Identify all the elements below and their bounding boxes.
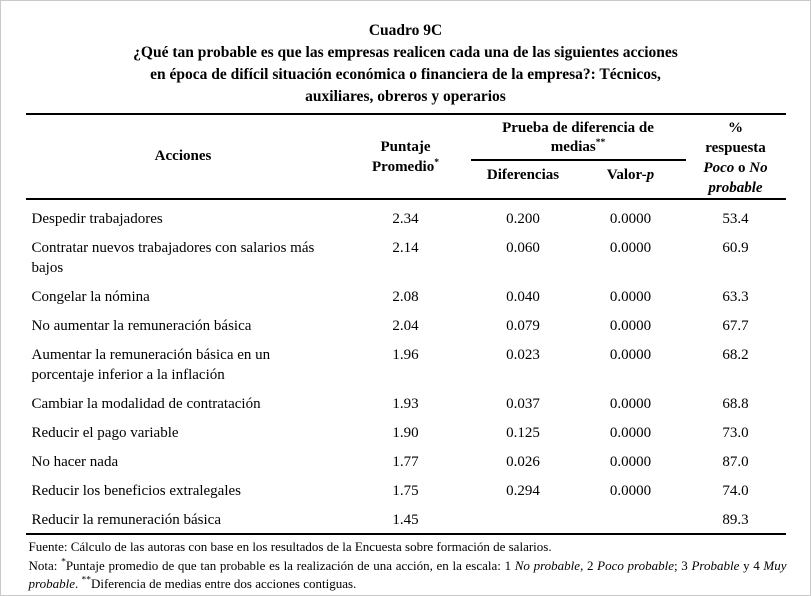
cell-pct-respuesta: 74.0: [722, 483, 749, 499]
cell-valor-p: 0.0000: [609, 211, 652, 227]
cell-pct-respuesta: 53.4: [722, 211, 749, 227]
cell-puntaje-promedio: 2.14: [392, 240, 419, 256]
cell-puntaje-promedio: 1.90: [392, 425, 419, 441]
table-row: Reducir la remuneración básica 1.45 89.3: [26, 501, 786, 530]
header-puntaje-promedio: Puntaje Promedio*: [341, 115, 471, 198]
header-pct-line2: respuesta: [705, 140, 766, 156]
cell-action: Cambiar la modalidad de contratación: [31, 396, 261, 412]
data-table: Acciones Puntaje Promedio* Prueba de dif…: [25, 113, 786, 535]
header-group-title: Prueba de diferencia de medias**: [470, 115, 686, 161]
table-row: Cambiar la modalidad de contratación 1.93…: [26, 385, 786, 414]
header-diferencias: Diferencias: [486, 167, 560, 183]
cell-valor-p: 0.0000: [609, 318, 652, 334]
cell-diferencia: 0.026: [506, 454, 540, 470]
cell-pct-respuesta: 89.3: [722, 512, 749, 528]
cell-diferencia: 0.125: [506, 425, 540, 441]
header-group-line1: Prueba de diferencia de: [502, 120, 654, 136]
header-pct-line4: probable: [708, 180, 763, 196]
cell-action: Reducir la remuneración básica: [31, 512, 222, 528]
cell-valor-p: 0.0000: [609, 240, 652, 256]
table-row: Reducir el pago variable 1.90 0.125 0.0000 7…: [26, 414, 786, 443]
cell-puntaje-promedio: 2.08: [392, 289, 419, 305]
cell-pct-respuesta: 67.7: [722, 318, 749, 334]
cell-valor-p: 0.0000: [609, 425, 652, 441]
table-header-row: Acciones Puntaje Promedio* Prueba de dif…: [25, 113, 786, 200]
table-row: Aumentar la remuneración básica en un po…: [26, 336, 786, 385]
cell-puntaje-promedio: 1.77: [392, 454, 419, 470]
table-title-line-1: ¿Qué tan probable es que las empresas re…: [133, 44, 678, 61]
table-row: Contratar nuevos trabajadores con salari…: [26, 229, 786, 278]
cell-action: No aumentar la remuneración básica: [31, 318, 252, 334]
table-number: Cuadro 9C: [368, 22, 443, 39]
cell-diferencia: 0.023: [506, 347, 540, 363]
table-title-line-3: auxiliares, obreros y operarios: [305, 88, 506, 105]
cell-action: Aumentar la remuneración básica en un po…: [31, 347, 271, 383]
table-row: No aumentar la remuneración básica 2.04 0.…: [26, 307, 786, 336]
cell-pct-respuesta: 63.3: [722, 289, 749, 305]
table-body: Despedir trabajadores 2.34 0.200 0.0000 53.4…: [25, 200, 786, 535]
source-note: Fuente: Cálculo de las autoras con base …: [28, 539, 552, 554]
table-row: No hacer nada 1.77 0.026 0.0000 87.0: [26, 443, 786, 472]
cell-diferencia: 0.060: [506, 240, 540, 256]
cell-puntaje-promedio: 1.96: [392, 347, 419, 363]
cell-diferencia: 0.200: [506, 211, 540, 227]
cell-action: Despedir trabajadores: [31, 211, 163, 227]
cell-action: Reducir el pago variable: [31, 425, 179, 441]
cell-valor-p: 0.0000: [609, 347, 652, 363]
cell-action: Contratar nuevos trabajadores con salari…: [31, 240, 315, 276]
header-puntaje-line1: Puntaje: [380, 138, 431, 155]
cell-puntaje-promedio: 1.93: [392, 396, 419, 412]
cell-puntaje-promedio: 1.75: [392, 483, 419, 499]
cell-action: Congelar la nómina: [31, 289, 150, 305]
table-row: Despedir trabajadores 2.34 0.200 0.0000 53.4: [26, 200, 786, 229]
header-pct-line1: %: [728, 120, 743, 136]
header-puntaje-line2: Promedio: [372, 158, 435, 175]
header-group-subcolumns: Diferencias Valor-p: [471, 161, 686, 184]
cell-pct-respuesta: 60.9: [722, 240, 749, 256]
cell-valor-p: 0.0000: [609, 483, 652, 499]
header-group-prueba: Prueba de diferencia de medias** Diferen…: [470, 115, 686, 198]
cell-diferencia: 0.079: [506, 318, 540, 334]
footnotes: Fuente: Cálculo de las autoras con base …: [25, 538, 787, 594]
cell-pct-respuesta: 68.2: [722, 347, 749, 363]
header-group-line2: medias: [550, 139, 596, 155]
title-block: Cuadro 9C ¿Qué tan probable es que las e…: [1, 1, 810, 108]
cell-action: Reducir los beneficios extralegales: [31, 483, 242, 499]
cell-diferencia: 0.037: [506, 396, 540, 412]
cell-valor-p: 0.0000: [609, 396, 652, 412]
cell-pct-respuesta: 68.8: [722, 396, 749, 412]
cell-valor-p: 0.0000: [609, 454, 652, 470]
cell-puntaje-promedio: 2.04: [392, 318, 419, 334]
cell-puntaje-promedio: 2.34: [392, 211, 419, 227]
cell-pct-respuesta: 87.0: [722, 454, 749, 470]
footnote-marker-single: *: [434, 157, 439, 168]
header-acciones: Acciones: [154, 148, 212, 164]
table-row: Reducir los beneficios extralegales 1.75 0…: [26, 472, 786, 501]
cell-diferencia: 0.294: [506, 483, 540, 499]
explanatory-note: Nota: *Puntaje promedio de que tan proba…: [28, 557, 787, 591]
cell-diferencia: 0.040: [506, 289, 540, 305]
table-title-line-2: en época de difícil situación económica …: [150, 66, 661, 83]
cell-puntaje-promedio: 1.45: [392, 512, 419, 528]
cell-action: No hacer nada: [31, 454, 119, 470]
footnote-marker-double: **: [595, 138, 606, 148]
table-row: Congelar la nómina 2.08 0.040 0.0000 63.3: [26, 278, 786, 307]
cell-valor-p: 0.0000: [609, 289, 652, 305]
cell-pct-respuesta: 73.0: [722, 425, 749, 441]
header-valor-p: Valor-p: [606, 167, 655, 183]
header-pct-respuesta: % respuesta Poco o No probable: [686, 115, 786, 198]
header-pct-line3: Poco o No: [703, 160, 768, 176]
